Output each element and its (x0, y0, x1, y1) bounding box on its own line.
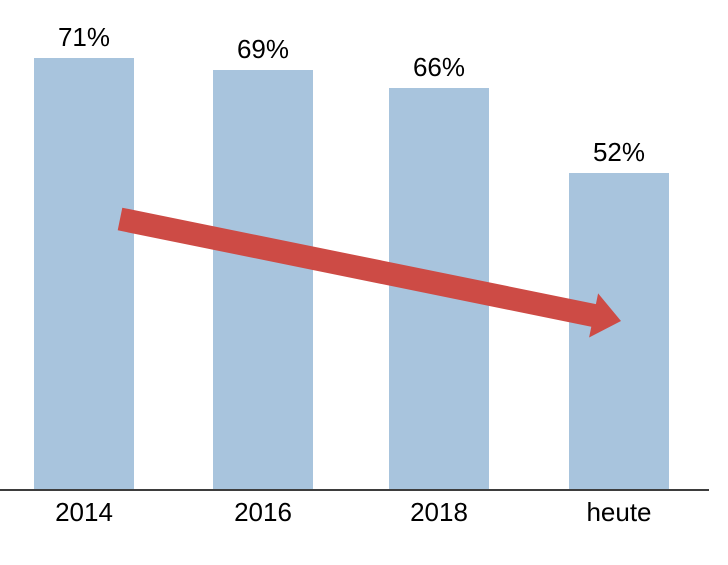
bar-value-label: 66% (412, 51, 466, 82)
bar (389, 87, 489, 490)
x-axis-line (0, 488, 709, 491)
bar-value-label: 52% (592, 137, 646, 168)
bar-value-label: 71% (57, 21, 111, 52)
bar (213, 69, 313, 490)
x-axis-tick-label: heute (586, 497, 652, 527)
x-axis-tick-label: 2014 (55, 497, 113, 527)
x-axis-tick-label: 2018 (410, 497, 468, 527)
x-axis-tick-label: 2016 (234, 497, 292, 527)
bar (34, 57, 134, 490)
trend-arrow-shape (117, 207, 621, 338)
bar-value-label: 69% (236, 33, 290, 64)
bar (569, 173, 669, 490)
